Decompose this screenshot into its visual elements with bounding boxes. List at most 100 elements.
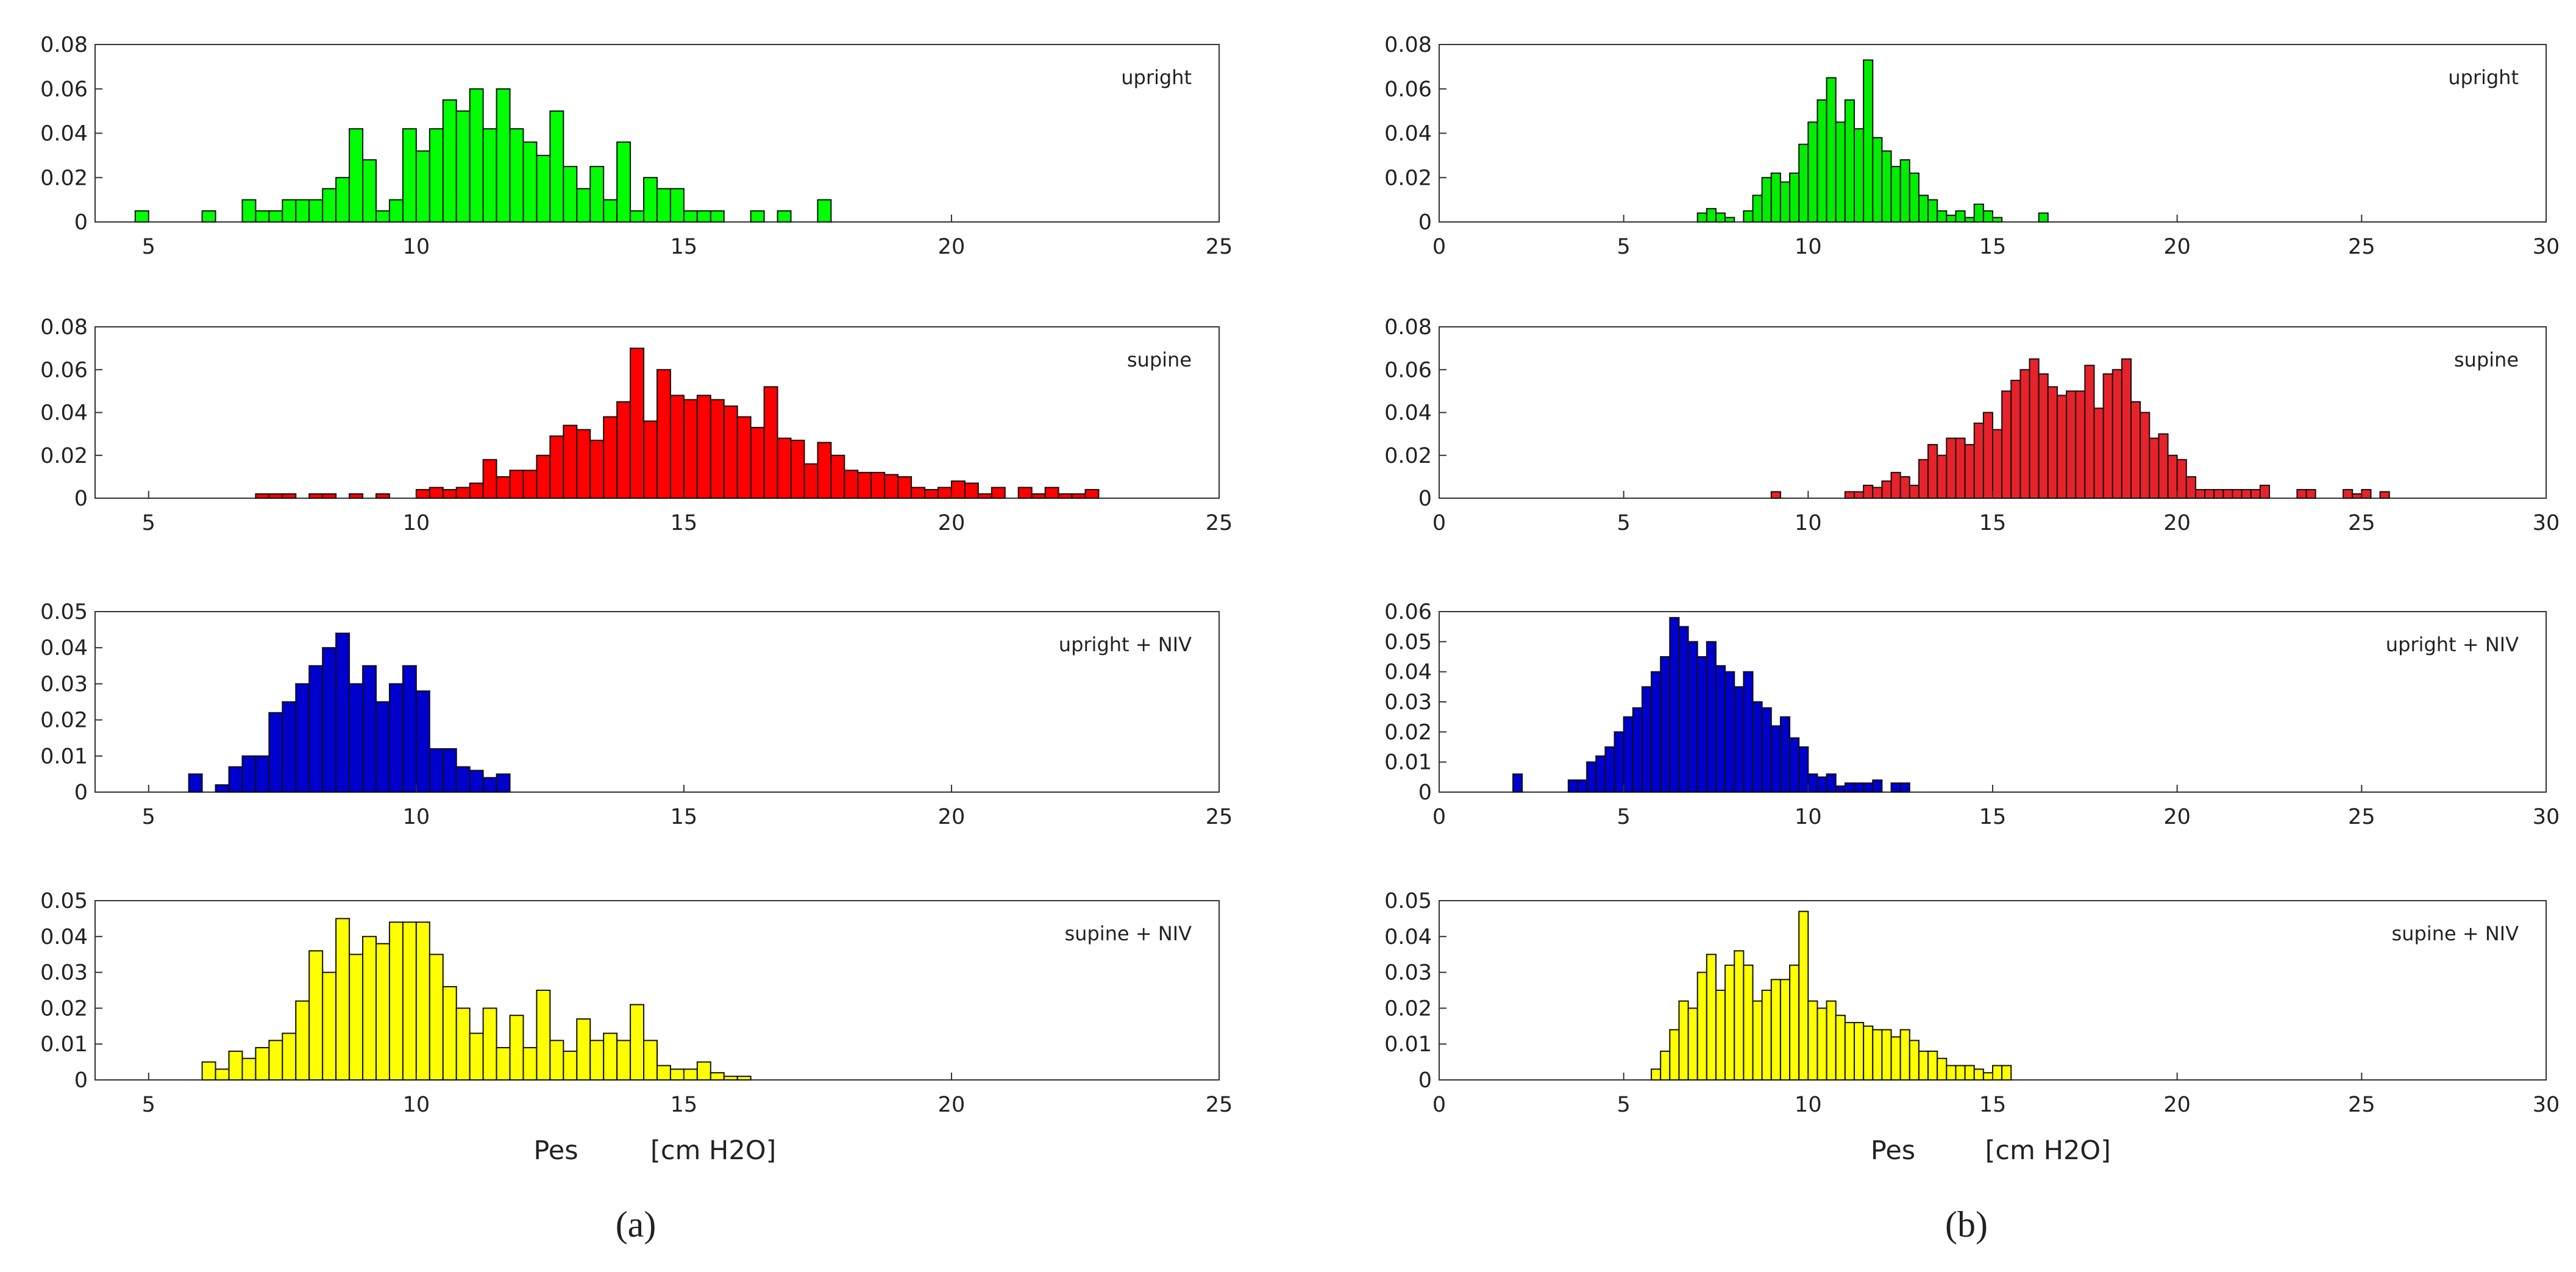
bar (603, 199, 618, 223)
bar (1798, 910, 1809, 1081)
x-tick-label: 25 (2348, 805, 2375, 829)
bar (2093, 407, 2104, 499)
x-tick-label: 25 (1206, 805, 1233, 829)
bar (442, 99, 457, 223)
bar (282, 493, 297, 499)
bar (2185, 476, 2196, 499)
bar (696, 395, 711, 499)
bar (563, 166, 578, 223)
bar (1761, 177, 1772, 223)
bar (656, 188, 671, 223)
bar (1899, 782, 1910, 793)
bar (964, 482, 979, 499)
bar (616, 1040, 632, 1081)
y-tick-label: 0.01 (40, 1032, 88, 1057)
bar (1816, 776, 1827, 793)
bar (549, 435, 564, 499)
bar (349, 493, 364, 499)
y-tick-label: 0 (1418, 210, 1432, 235)
bar (924, 488, 939, 499)
y-tick-label: 0.03 (1384, 690, 1432, 715)
bar (1761, 707, 1772, 793)
bar (1807, 773, 1818, 793)
x-tick-label: 15 (1979, 511, 2007, 535)
bar (375, 493, 390, 499)
bar (1946, 1065, 1957, 1081)
bar (1586, 761, 1597, 793)
bar (1084, 488, 1100, 499)
x-tick-label: 30 (2533, 511, 2560, 535)
bar (710, 399, 725, 499)
x-tick-label: 10 (403, 1093, 430, 1117)
x-tick-label: 20 (938, 805, 966, 829)
x-tick-label: 5 (142, 235, 155, 259)
bar (1779, 716, 1791, 793)
bar (2343, 488, 2354, 499)
bar (1798, 143, 1809, 223)
bar (656, 1065, 671, 1081)
bar (1044, 487, 1059, 499)
bar (1835, 785, 1846, 793)
bar (2084, 365, 2095, 499)
bar (1863, 782, 1874, 793)
x-tick-label: 0 (1432, 805, 1446, 829)
bar (1973, 423, 1984, 499)
bar (1724, 671, 1735, 793)
y-tick-label: 0.03 (40, 961, 88, 985)
bar (282, 1032, 297, 1081)
bar (1779, 181, 1791, 223)
bar (977, 493, 992, 499)
y-tick-label: 0.06 (40, 77, 88, 102)
bar (1844, 491, 1856, 499)
x-tick-label: 20 (938, 511, 966, 535)
bar (710, 210, 725, 223)
bar (2296, 488, 2307, 499)
x-tick-label: 10 (1795, 805, 1822, 829)
bar (576, 1018, 591, 1081)
bar (1982, 1072, 1994, 1081)
bar (1687, 641, 1698, 793)
bar (669, 1068, 685, 1081)
bar (308, 199, 324, 223)
bar (455, 1007, 471, 1081)
bar (268, 1040, 283, 1081)
bar (1872, 1029, 1883, 1081)
bar (442, 748, 457, 793)
bar (1964, 444, 1975, 499)
bar (1890, 1036, 1901, 1081)
bar (215, 784, 230, 793)
bar (884, 474, 899, 499)
y-tick-label: 0.08 (1384, 315, 1432, 340)
bar (1835, 1015, 1846, 1081)
bar (1743, 671, 1754, 793)
y-tick-label: 0.04 (40, 122, 88, 146)
bar (188, 773, 203, 793)
bar (349, 683, 364, 793)
bar (1955, 210, 1966, 223)
x-tick-label: 0 (1432, 235, 1446, 259)
bar (1752, 195, 1763, 223)
bar (1946, 437, 1957, 499)
bar (402, 665, 417, 793)
bar (496, 476, 511, 499)
bar (295, 199, 310, 223)
bar (2352, 493, 2363, 499)
bar (643, 177, 658, 223)
bar (2056, 395, 2068, 499)
bar (1017, 487, 1033, 499)
plot-area (1439, 44, 2547, 223)
x-tick-label: 20 (2163, 1093, 2191, 1117)
x-tick-label: 5 (142, 805, 155, 829)
bar (1696, 212, 1707, 223)
y-tick-label: 0 (74, 781, 88, 805)
bar (1890, 471, 1901, 499)
bar (388, 199, 404, 223)
bar (1872, 487, 1883, 499)
bar (322, 647, 337, 793)
bar (469, 770, 484, 793)
bar (616, 401, 632, 499)
bar (1964, 1065, 1975, 1081)
x-tick-label: 5 (1617, 1093, 1631, 1117)
bar (576, 188, 591, 223)
bar (750, 427, 765, 499)
